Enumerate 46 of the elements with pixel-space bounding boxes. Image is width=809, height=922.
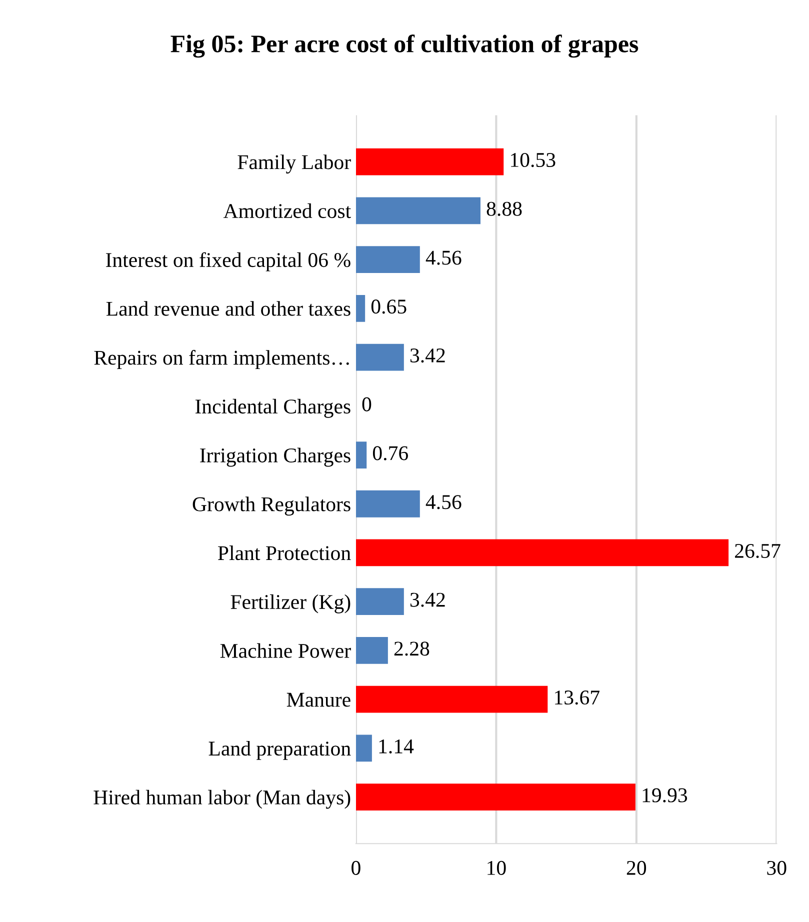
bar — [356, 588, 404, 616]
data-label: 26.57 — [735, 544, 780, 558]
bar — [356, 539, 729, 566]
data-label: 1.14 — [379, 739, 414, 754]
bar — [356, 637, 388, 664]
y-tick-label: Irrigation Charges — [200, 448, 350, 467]
y-tick-label: Manure — [286, 692, 350, 707]
y-tick-label: Hired human labor (Man days) — [94, 790, 350, 809]
y-tick-label: Growth Regulators — [192, 496, 350, 516]
y-tick-label: Family Labor — [238, 154, 351, 174]
x-tick-label: 0 — [352, 860, 360, 875]
bar — [356, 294, 366, 322]
data-label: 8.88 — [486, 202, 522, 216]
x-tick-label: 30 — [767, 860, 786, 875]
data-label: 2.28 — [394, 642, 430, 656]
data-label: 19.93 — [642, 788, 688, 802]
y-tick-label: Fertilizer (Kg) — [230, 594, 350, 614]
x-tick-label: 10 — [488, 860, 506, 875]
bar — [356, 148, 504, 176]
y-tick-label: Amortized cost — [223, 203, 351, 218]
bar — [356, 686, 548, 713]
data-label: 4.56 — [426, 495, 462, 510]
y-tick-label: Repairs on farm implements… — [94, 350, 349, 370]
bar — [356, 246, 420, 273]
y-tick-label: Land revenue and other taxes — [106, 301, 350, 316]
data-label: 0 — [362, 397, 372, 412]
y-tick-label: Machine Power — [220, 643, 351, 658]
data-label: 10.53 — [511, 152, 556, 168]
y-tick-label: Interest on fixed capital 06 % — [106, 252, 350, 272]
bar — [356, 734, 372, 762]
data-label: 4.56 — [426, 250, 462, 265]
bar — [356, 442, 367, 468]
chart-title: Fig 05: Per acre cost of cultivation of grapes — [170, 34, 638, 58]
x-tick-label: 20 — [626, 860, 646, 875]
data-label: 0.76 — [372, 446, 408, 460]
bar — [356, 784, 636, 811]
y-tick-label: Land preparation — [208, 740, 351, 760]
y-tick-label: Incidental Charges — [195, 398, 350, 418]
data-label: 3.42 — [410, 348, 445, 363]
bar — [356, 344, 404, 371]
data-label: 0.65 — [371, 300, 406, 314]
data-label: 13.67 — [555, 690, 600, 705]
y-tick-label: Plant Protection — [218, 546, 351, 560]
bar — [356, 197, 480, 224]
data-label: 3.42 — [410, 592, 445, 607]
bar — [356, 490, 420, 518]
